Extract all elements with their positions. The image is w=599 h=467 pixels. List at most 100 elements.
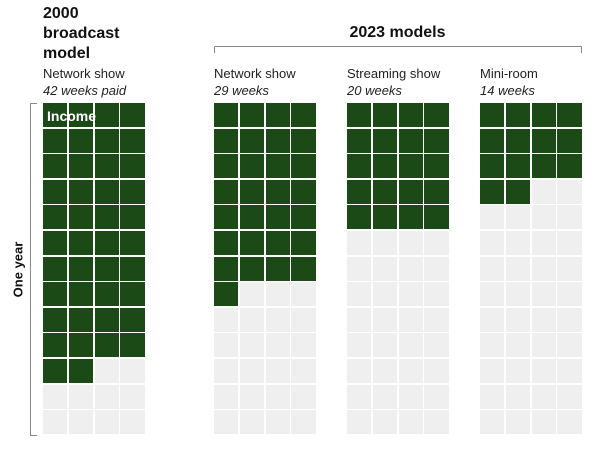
value-label: 20 weeks <box>347 83 402 98</box>
filled-cell <box>43 333 68 358</box>
filled-cell <box>94 256 119 281</box>
filled-cell <box>531 103 556 128</box>
empty-cell <box>557 256 582 281</box>
filled-cell <box>347 128 372 153</box>
empty-cell <box>239 359 264 384</box>
empty-cell <box>424 333 449 358</box>
empty-cell <box>505 231 530 256</box>
empty-cell <box>505 307 530 332</box>
filled-cell <box>68 231 93 256</box>
empty-cell <box>480 333 505 358</box>
value-label: 42 weeks paid <box>43 83 127 98</box>
filled-cell <box>68 333 93 358</box>
filled-cell <box>347 103 372 128</box>
series-name: Network show <box>214 66 296 81</box>
empty-cell <box>291 333 316 358</box>
empty-cell <box>557 307 582 332</box>
filled-cell <box>43 154 68 179</box>
empty-cell <box>557 205 582 230</box>
filled-cell <box>214 205 239 230</box>
empty-cell <box>94 384 119 409</box>
empty-cell <box>265 333 290 358</box>
filled-cell <box>43 307 68 332</box>
filled-cell <box>120 333 145 358</box>
empty-cell <box>214 333 239 358</box>
filled-cell <box>424 128 449 153</box>
filled-cell <box>120 103 145 128</box>
empty-cell <box>372 410 397 435</box>
filled-cell <box>68 359 93 384</box>
empty-cell <box>557 410 582 435</box>
empty-cell <box>291 307 316 332</box>
empty-cell <box>291 282 316 307</box>
filled-cell <box>239 103 264 128</box>
filled-cell <box>372 154 397 179</box>
filled-cell <box>424 205 449 230</box>
empty-cell <box>531 282 556 307</box>
empty-cell <box>480 282 505 307</box>
filled-cell <box>424 154 449 179</box>
empty-cell <box>480 384 505 409</box>
filled-cell <box>505 154 530 179</box>
filled-cell <box>347 154 372 179</box>
empty-cell <box>480 359 505 384</box>
empty-cell <box>480 256 505 281</box>
filled-cell <box>372 128 397 153</box>
empty-cell <box>424 359 449 384</box>
filled-cell <box>43 282 68 307</box>
empty-cell <box>265 282 290 307</box>
empty-cell <box>120 359 145 384</box>
filled-cell <box>94 179 119 204</box>
filled-cell <box>94 103 119 128</box>
empty-cell <box>480 205 505 230</box>
filled-cell <box>214 179 239 204</box>
empty-cell <box>291 410 316 435</box>
filled-cell <box>557 128 582 153</box>
empty-cell <box>347 384 372 409</box>
empty-cell <box>531 359 556 384</box>
empty-cell <box>347 333 372 358</box>
filled-cell <box>347 179 372 204</box>
empty-cell <box>239 282 264 307</box>
empty-cell <box>531 333 556 358</box>
filled-cell <box>68 154 93 179</box>
empty-cell <box>398 384 423 409</box>
filled-cell <box>214 231 239 256</box>
empty-cell <box>557 179 582 204</box>
empty-cell <box>557 384 582 409</box>
y-label: One year <box>10 241 26 298</box>
empty-cell <box>372 333 397 358</box>
filled-cell <box>398 103 423 128</box>
filled-cell <box>68 205 93 230</box>
filled-cell <box>557 154 582 179</box>
empty-cell <box>347 410 372 435</box>
series-name: Streaming show <box>347 66 441 81</box>
filled-cell <box>531 128 556 153</box>
filled-cell <box>43 205 68 230</box>
filled-cell <box>68 103 93 128</box>
filled-cell <box>291 154 316 179</box>
filled-cell <box>557 103 582 128</box>
empty-cell <box>505 282 530 307</box>
empty-cell <box>531 410 556 435</box>
filled-cell <box>480 154 505 179</box>
filled-cell <box>372 205 397 230</box>
filled-cell <box>43 256 68 281</box>
empty-cell <box>424 384 449 409</box>
empty-cell <box>291 384 316 409</box>
filled-cell <box>291 128 316 153</box>
filled-cell <box>120 205 145 230</box>
empty-cell <box>531 205 556 230</box>
empty-cell <box>505 205 530 230</box>
empty-cell <box>347 307 372 332</box>
filled-cell <box>239 179 264 204</box>
filled-cell <box>214 103 239 128</box>
filled-cell <box>120 256 145 281</box>
filled-cell <box>120 307 145 332</box>
empty-cell <box>347 231 372 256</box>
filled-cell <box>372 103 397 128</box>
filled-cell <box>480 179 505 204</box>
empty-cell <box>505 359 530 384</box>
empty-cell <box>424 282 449 307</box>
